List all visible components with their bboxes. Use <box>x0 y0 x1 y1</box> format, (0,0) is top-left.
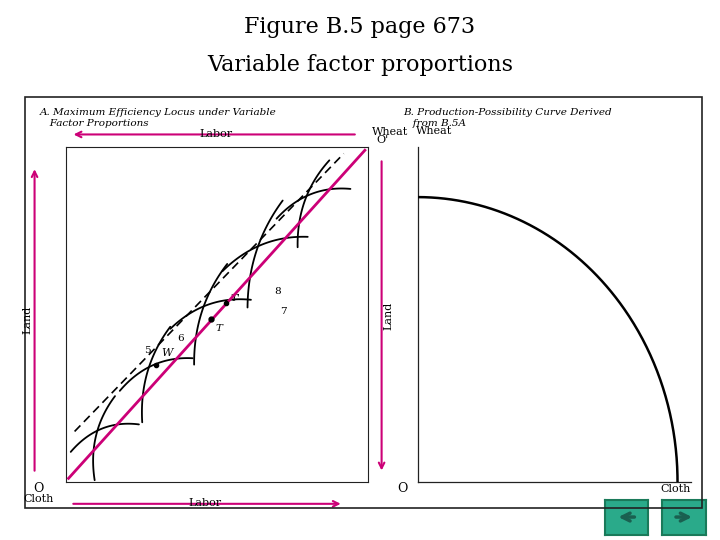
Text: 8: 8 <box>274 287 281 296</box>
Text: B. Production-Possibility Curve Derived: B. Production-Possibility Curve Derived <box>403 108 612 117</box>
Text: Wheat: Wheat <box>372 127 408 137</box>
Text: W: W <box>161 348 172 358</box>
Text: O: O <box>34 482 44 496</box>
Text: 5: 5 <box>144 346 150 355</box>
Text: 6: 6 <box>177 334 184 343</box>
Text: Factor Proportions: Factor Proportions <box>40 119 148 128</box>
Text: Labor: Labor <box>189 498 222 508</box>
Text: A. Maximum Efficiency Locus under Variable: A. Maximum Efficiency Locus under Variab… <box>40 108 276 117</box>
Text: Cloth: Cloth <box>24 494 54 504</box>
Text: O: O <box>397 482 408 496</box>
Text: Land: Land <box>384 302 394 330</box>
Text: Labor: Labor <box>199 129 233 139</box>
Text: Wheat: Wheat <box>415 126 451 136</box>
Text: Figure B.5 page 673: Figure B.5 page 673 <box>244 16 476 38</box>
Text: T: T <box>215 324 222 333</box>
Text: O': O' <box>377 135 389 145</box>
Text: Land: Land <box>22 306 32 334</box>
Text: Variable factor proportions: Variable factor proportions <box>207 54 513 76</box>
Text: 7: 7 <box>280 307 287 316</box>
Text: T': T' <box>230 294 240 303</box>
Text: from B.5A: from B.5A <box>403 119 467 128</box>
Text: Cloth: Cloth <box>661 484 691 495</box>
